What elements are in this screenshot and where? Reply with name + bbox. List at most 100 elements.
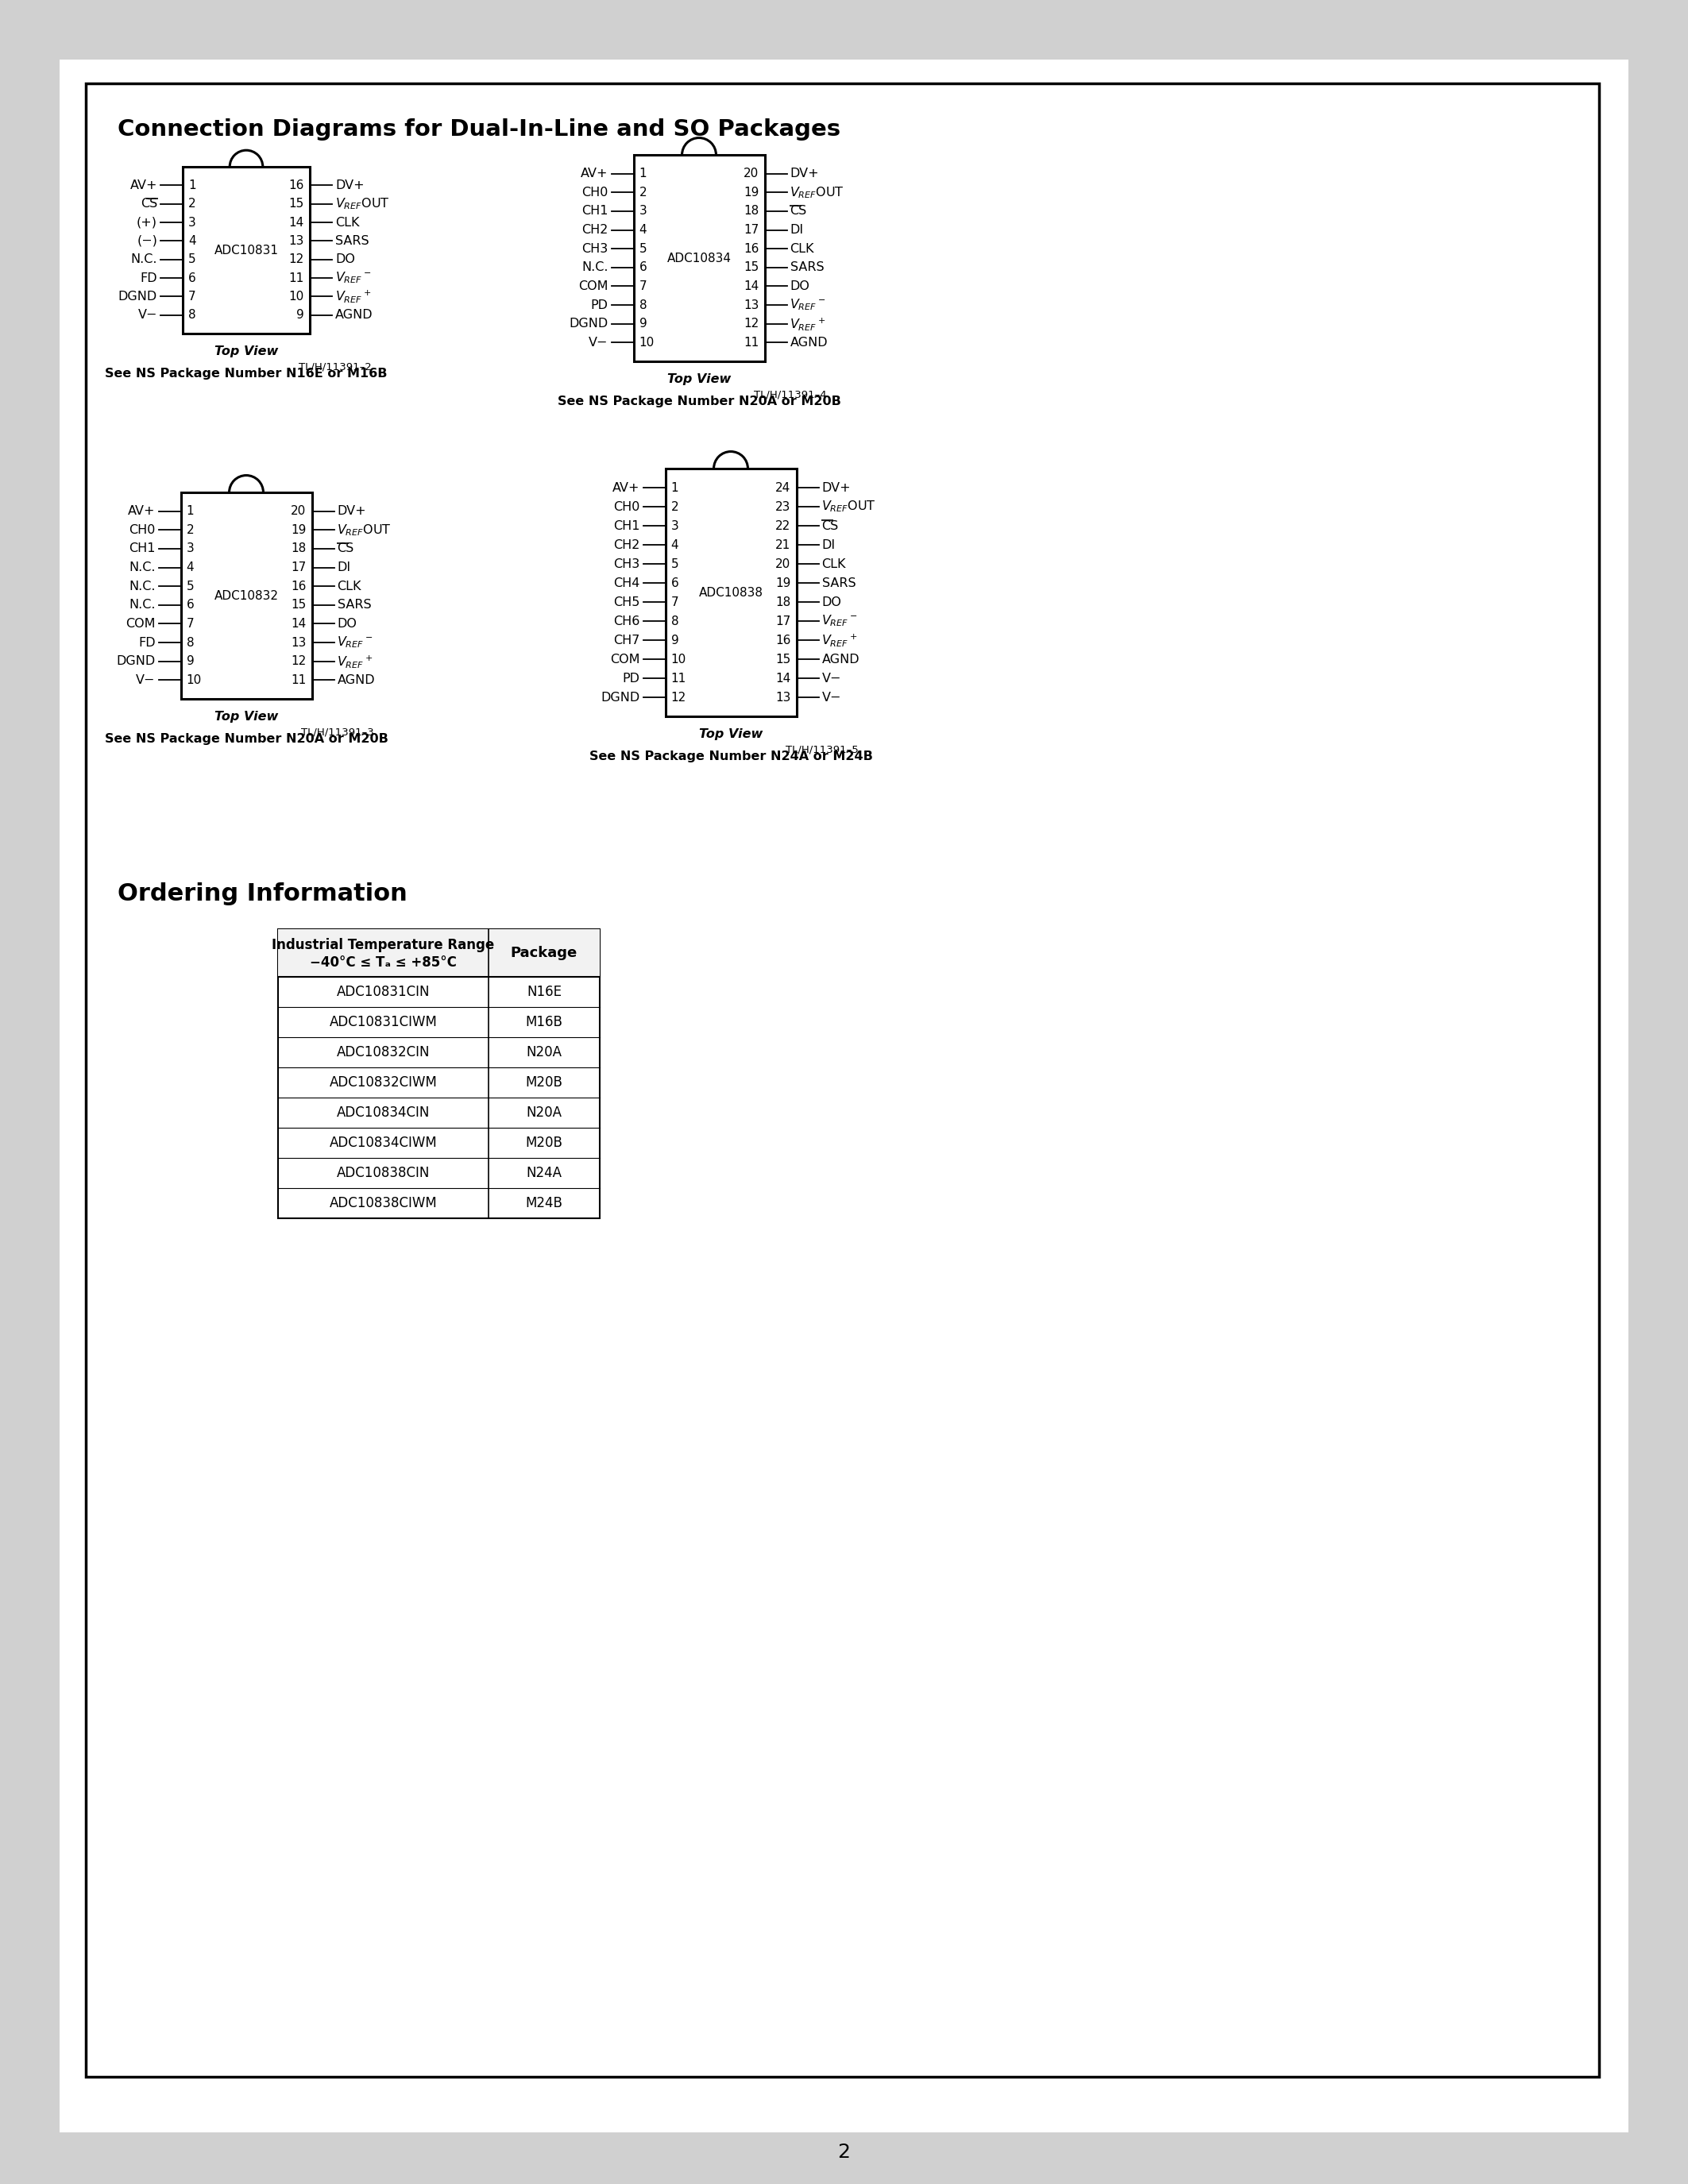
Text: 11: 11 (744, 336, 760, 349)
Text: DI: DI (338, 561, 351, 574)
Text: 10: 10 (640, 336, 655, 349)
Bar (86, 83, 1599, 2077)
Bar (665, 470, 797, 716)
Text: 3: 3 (189, 216, 196, 229)
Text: 5: 5 (189, 253, 196, 266)
Text: 4: 4 (640, 225, 647, 236)
Text: COM: COM (609, 653, 640, 666)
Text: $V_{REF}$$^-$: $V_{REF}$$^-$ (336, 271, 371, 286)
Text: Ordering Information: Ordering Information (118, 882, 407, 904)
Text: 2: 2 (189, 199, 196, 210)
Text: $V_{REF}$$^+$: $V_{REF}$$^+$ (790, 317, 825, 332)
Text: DI: DI (822, 539, 836, 550)
Text: SARS: SARS (822, 577, 856, 590)
Text: FD: FD (138, 636, 155, 649)
Text: Top View: Top View (667, 373, 731, 384)
Text: Industrial Temperature Range: Industrial Temperature Range (272, 937, 495, 952)
Text: CS: CS (140, 199, 157, 210)
Text: 18: 18 (744, 205, 760, 216)
Text: CH3: CH3 (582, 242, 608, 256)
Text: 17: 17 (290, 561, 306, 574)
Text: $V_{REF}$OUT: $V_{REF}$OUT (338, 522, 392, 537)
Text: 1: 1 (640, 168, 647, 179)
Text: CH2: CH2 (582, 225, 608, 236)
Text: ADC10834: ADC10834 (667, 251, 731, 264)
Text: 14: 14 (775, 673, 790, 684)
Text: 12: 12 (670, 692, 685, 703)
Text: $V_{REF}$OUT: $V_{REF}$OUT (790, 186, 844, 199)
Bar (182, 166, 311, 334)
Text: 2: 2 (640, 186, 647, 199)
Text: 13: 13 (289, 236, 304, 247)
Text: See NS Package Number N24A or M24B: See NS Package Number N24A or M24B (589, 749, 873, 762)
Text: V−: V− (589, 336, 608, 349)
Text: 5: 5 (670, 557, 679, 570)
Text: 4: 4 (670, 539, 679, 550)
Text: 15: 15 (744, 262, 760, 273)
Text: CH1: CH1 (613, 520, 640, 531)
Text: CLK: CLK (822, 557, 846, 570)
Text: AV+: AV+ (130, 179, 157, 192)
Text: See NS Package Number N16E or M16B: See NS Package Number N16E or M16B (105, 367, 388, 380)
Text: TL/H/11391–5: TL/H/11391–5 (785, 745, 858, 756)
Text: 16: 16 (775, 633, 790, 646)
Text: M24B: M24B (525, 1197, 562, 1210)
Text: CH5: CH5 (613, 596, 640, 607)
Text: CH0: CH0 (128, 524, 155, 535)
Text: ADC10831: ADC10831 (214, 245, 279, 256)
Text: 9: 9 (186, 655, 194, 668)
Text: N.C.: N.C. (128, 581, 155, 592)
Text: 2: 2 (186, 524, 194, 535)
Text: ADC10832CIWM: ADC10832CIWM (329, 1075, 437, 1090)
Text: Top View: Top View (214, 345, 279, 356)
Text: DGND: DGND (569, 319, 608, 330)
Text: 1: 1 (189, 179, 196, 192)
Text: DV+: DV+ (790, 168, 819, 179)
Text: DGND: DGND (116, 655, 155, 668)
Text: AV+: AV+ (613, 483, 640, 494)
Text: V−: V− (822, 673, 841, 684)
Text: CS: CS (338, 544, 354, 555)
Text: 13: 13 (290, 636, 306, 649)
Text: CLK: CLK (338, 581, 361, 592)
Text: N.C.: N.C. (581, 262, 608, 273)
Text: 3: 3 (670, 520, 679, 531)
Text: 6: 6 (670, 577, 679, 590)
Text: 2: 2 (837, 2143, 851, 2162)
Text: 14: 14 (290, 618, 306, 629)
Text: V−: V− (137, 675, 155, 686)
Text: ADC10838: ADC10838 (699, 587, 763, 598)
Text: TL/H/11391–3: TL/H/11391–3 (300, 727, 373, 738)
Text: 21: 21 (775, 539, 790, 550)
Text: DV+: DV+ (338, 505, 366, 518)
Bar (633, 155, 765, 360)
Text: 6: 6 (186, 598, 194, 612)
Text: 11: 11 (289, 273, 304, 284)
Text: SARS: SARS (790, 262, 824, 273)
Text: 12: 12 (744, 319, 760, 330)
Text: 17: 17 (744, 225, 760, 236)
Text: V−: V− (138, 310, 157, 321)
Text: N20A: N20A (527, 1046, 562, 1059)
Text: 10: 10 (186, 675, 201, 686)
Text: 20: 20 (775, 557, 790, 570)
Text: CH1: CH1 (128, 544, 155, 555)
Text: N16E: N16E (527, 985, 562, 998)
Text: SARS: SARS (338, 598, 371, 612)
Text: COM: COM (579, 280, 608, 293)
Text: ADC10832: ADC10832 (214, 590, 279, 601)
Text: N.C.: N.C. (128, 561, 155, 574)
Text: 5: 5 (640, 242, 647, 256)
Text: 7: 7 (640, 280, 647, 293)
Text: 7: 7 (189, 290, 196, 301)
Text: DO: DO (336, 253, 354, 266)
Text: 1: 1 (186, 505, 194, 518)
Text: CH3: CH3 (613, 557, 640, 570)
Text: ADC10834CIN: ADC10834CIN (336, 1105, 430, 1120)
Text: DV+: DV+ (822, 483, 851, 494)
Text: N24A: N24A (527, 1166, 562, 1179)
Text: PD: PD (623, 673, 640, 684)
Text: 1: 1 (670, 483, 679, 494)
Text: CH0: CH0 (613, 500, 640, 513)
Text: AGND: AGND (336, 310, 373, 321)
